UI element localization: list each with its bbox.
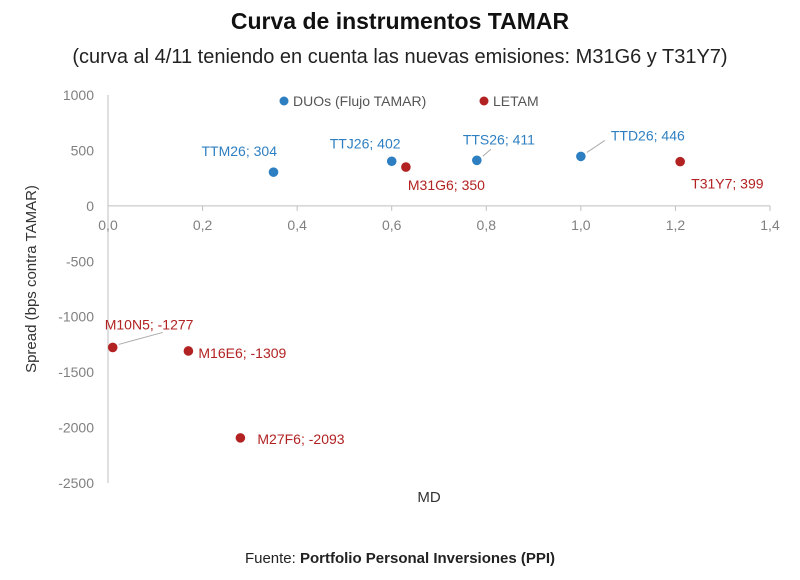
legend-label: DUOs (Flujo TAMAR) — [293, 93, 426, 109]
legend-marker — [279, 96, 289, 106]
data-point — [386, 156, 397, 167]
x-tick-label: 0,6 — [382, 217, 402, 233]
chart-title: Curva de instrumentos TAMAR — [230, 8, 570, 34]
x-tick-label: 1,0 — [571, 217, 591, 233]
data-label: TTD26; 446 — [611, 127, 685, 143]
y-axis-title: Spread (bps contra TAMAR) — [23, 185, 40, 373]
data-point — [472, 155, 482, 166]
y-tick-label: 500 — [71, 142, 95, 158]
x-tick-label: 1,4 — [760, 217, 780, 233]
data-point — [576, 151, 586, 162]
x-axis-title: MD — [417, 489, 440, 506]
y-tick-label: 0 — [86, 198, 94, 214]
x-tick-label: 0,2 — [193, 217, 213, 233]
data-label: TTM26; 304 — [202, 143, 278, 159]
data-point — [401, 162, 411, 172]
label-leader-line — [482, 148, 492, 157]
data-point — [235, 433, 246, 443]
source-note: Fuente: Portfolio Personal Inversiones (… — [0, 550, 800, 567]
chart-subtitle: (curva al 4/11 teniendo en cuenta las nu… — [72, 46, 728, 68]
scatter-chart: 0,0 0,2 0,4 0,6 0,8 1,0 1,2 1,4 1000 500 0 -500 -100… — [23, 87, 780, 506]
data-label: M27F6; -2093 — [257, 431, 344, 447]
y-tick-label: -2500 — [58, 475, 94, 491]
data-label: T31Y7; 399 — [691, 176, 764, 192]
y-tick-label: -2000 — [58, 420, 94, 436]
x-tick-label: 0,4 — [287, 217, 307, 233]
data-label: M16E6; -1309 — [198, 345, 286, 361]
legend-label: LETAM — [493, 93, 539, 109]
data-label: TTJ26; 402 — [330, 135, 401, 151]
data-point — [107, 342, 118, 353]
x-tick-label: 0,0 — [98, 217, 118, 233]
data-point — [268, 167, 279, 177]
label-leader-line — [118, 331, 163, 345]
data-label: M31G6; 350 — [408, 177, 485, 193]
y-tick-label: -1000 — [58, 309, 94, 325]
label-leader-line — [586, 139, 606, 153]
source-name: Portfolio Personal Inversiones (PPI) — [299, 550, 556, 567]
y-tick-label: 1000 — [63, 87, 94, 103]
data-label: M10N5; -1277 — [105, 316, 194, 332]
source-prefix: Fuente: — [244, 550, 300, 567]
x-tick-label: 0,8 — [477, 217, 497, 233]
data-point — [675, 156, 685, 167]
y-tick-label: -500 — [66, 253, 94, 269]
x-tick-label: 1,2 — [666, 217, 686, 233]
data-point — [183, 346, 194, 356]
y-tick-label: -1500 — [58, 364, 94, 380]
data-label: TTS26; 411 — [463, 131, 535, 147]
legend-marker — [479, 96, 489, 106]
